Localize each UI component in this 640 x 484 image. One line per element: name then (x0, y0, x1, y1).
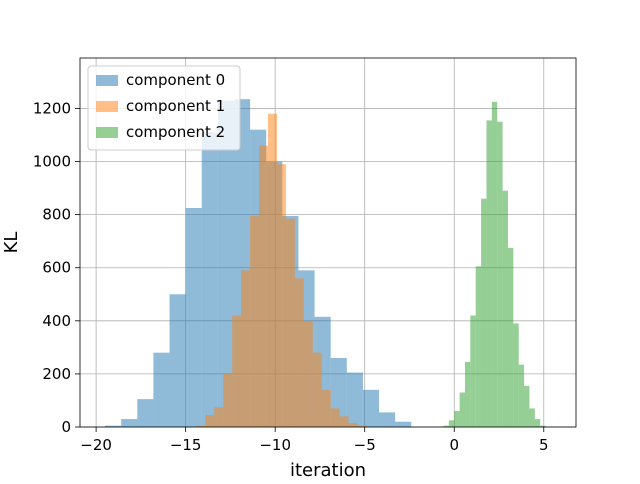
histogram-bar-component-1 (259, 145, 269, 427)
x-tick-label: 0 (449, 436, 459, 454)
histogram-bar-component-1 (196, 425, 206, 427)
histogram-bar-component-0 (362, 389, 380, 427)
histogram-bar-component-1 (205, 415, 215, 427)
histogram-bar-component-0 (185, 207, 202, 427)
histogram-bar-component-2 (513, 323, 519, 427)
histogram-bar-component-0 (217, 100, 234, 427)
histogram-bar-component-1 (321, 389, 331, 427)
y-tick-label: 200 (42, 365, 71, 383)
legend-swatch-component-1 (96, 101, 118, 112)
legend-label-component-0: component 0 (126, 71, 225, 89)
x-axis-label: iteration (290, 460, 366, 480)
histogram-bar-component-2 (502, 190, 508, 427)
y-tick-label: 600 (42, 259, 71, 277)
histogram-bar-component-2 (454, 411, 460, 427)
y-tick-label: 400 (42, 312, 71, 330)
histogram-bar-component-1 (214, 407, 224, 427)
histogram-bar-component-1 (303, 320, 313, 427)
histogram-bar-component-1 (348, 423, 358, 427)
legend: component 0 component 1 component 2 (87, 65, 241, 151)
plot-frame (79, 57, 577, 428)
histogram-bar-component-1 (223, 373, 233, 427)
histogram-bar-component-2 (464, 361, 471, 427)
histogram-bar-component-0 (137, 399, 154, 427)
histogram-bar-component-1 (250, 215, 260, 427)
histogram-bar-component-1 (312, 352, 322, 427)
histogram-bar-component-0 (105, 425, 122, 427)
legend-swatch-component-0 (96, 75, 118, 86)
x-tick-label: −15 (170, 436, 202, 454)
histogram-bars (105, 99, 546, 428)
histogram-bar-component-2 (443, 425, 449, 427)
histogram-bar-component-1 (357, 425, 367, 427)
histogram-bar-component-0 (395, 421, 412, 427)
histogram-bar-component-2 (524, 385, 530, 427)
y-tick-label: 800 (42, 206, 71, 224)
histogram-bar-component-2 (529, 408, 535, 427)
x-tick-label: −20 (80, 436, 112, 454)
histogram-bar-component-1 (268, 113, 277, 427)
histogram-bar-component-1 (330, 408, 340, 427)
histogram-bar-component-1 (294, 278, 304, 427)
histogram-bar-component-0 (169, 294, 186, 427)
axis-ticks: −20 −15 −10 −5 0 5 0 200 400 600 800 1000 1200 (33, 99, 549, 454)
y-tick-label: 1000 (33, 153, 71, 171)
histogram-bar-component-1 (232, 315, 242, 427)
histogram-bar-component-1 (276, 164, 286, 427)
x-tick-label: 5 (539, 436, 549, 454)
histogram-bar-component-2 (534, 419, 541, 427)
histogram-bar-component-2 (491, 101, 498, 427)
histogram-bar-component-0 (379, 412, 396, 427)
histogram-bar-component-2 (459, 392, 465, 427)
y-tick-label: 0 (61, 418, 71, 436)
histogram-bar-component-0 (121, 419, 138, 427)
histogram-bar-component-1 (241, 270, 251, 427)
histogram-bar-component-0 (201, 132, 218, 427)
histogram-bar-component-1 (339, 416, 349, 427)
histogram-bar-component-0 (346, 372, 363, 427)
histogram-bar-component-2 (497, 121, 503, 428)
histogram-bar-component-2 (540, 425, 546, 427)
y-tick-label: 1200 (33, 99, 71, 117)
histogram-bar-component-2 (507, 247, 514, 427)
histogram-bar-component-2 (518, 364, 525, 427)
x-tick-label: −5 (354, 436, 376, 454)
legend-label-component-1: component 1 (126, 97, 225, 115)
legend-swatch-component-2 (96, 127, 118, 138)
x-tick-label: −10 (259, 436, 291, 454)
legend-box (87, 65, 241, 151)
histogram-bar-component-2 (481, 198, 487, 427)
histogram-bar-component-2 (486, 120, 492, 428)
histogram-bar-component-2 (475, 266, 482, 427)
histogram-bar-component-0 (153, 352, 170, 427)
legend-label-component-2: component 2 (126, 123, 225, 141)
histogram-bar-component-2 (470, 315, 476, 427)
histogram-bar-component-1 (285, 218, 295, 427)
histogram-bar-component-2 (448, 420, 455, 427)
y-axis-label: KL (1, 232, 22, 254)
